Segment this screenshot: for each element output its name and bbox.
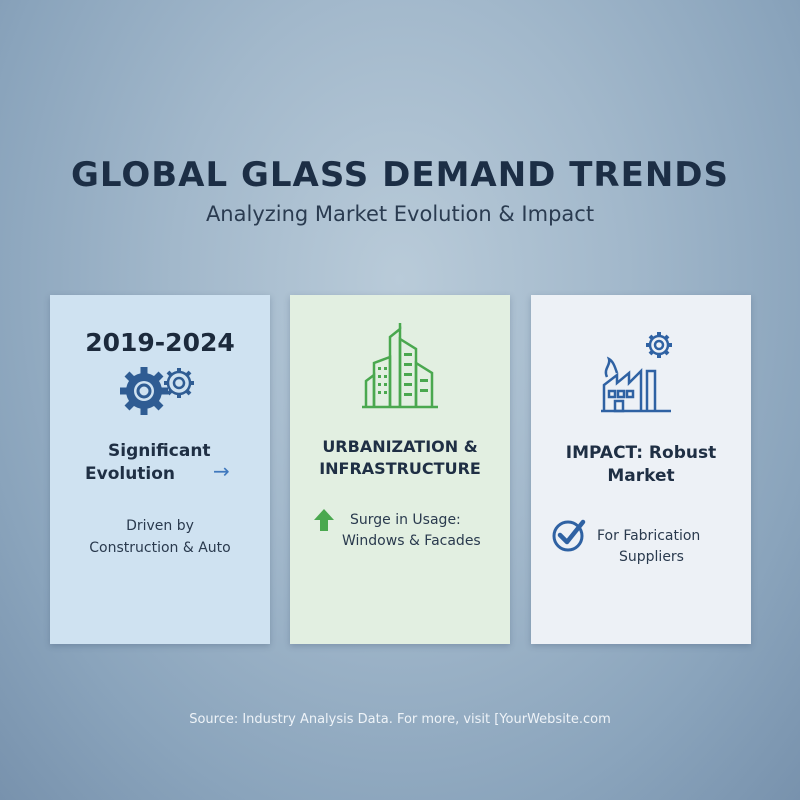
text-line1: Surge in Usage: [350, 512, 461, 528]
up-arrow-icon [314, 509, 334, 531]
factory-gear-icon [601, 332, 672, 413]
check-circle-icon [552, 519, 586, 552]
text-line1: Driven by [126, 518, 194, 534]
buildings-icon [362, 323, 438, 409]
heading-line1: URBANIZATION & [322, 437, 478, 456]
text-line2: Windows & Facades [342, 533, 481, 549]
page-subtitle: Analyzing Market Evolution & Impact [205, 202, 595, 226]
heading-line2: Market [607, 466, 675, 486]
source-footer: Source: Industry Analysis Data. For more… [189, 712, 611, 727]
card-urbanization: URBANIZATION & INFRASTRUCTURE Surge in U… [290, 295, 510, 644]
year-range: 2019-2024 [85, 328, 235, 357]
heading-line1: IMPACT: Robust [565, 443, 717, 463]
text-line2: Suppliers [619, 549, 684, 565]
heading-line2: INFRASTRUCTURE [319, 459, 481, 478]
card-impact: IMPACT: Robust Market For Fabrication Su… [531, 295, 751, 644]
text-line1: For Fabrication [597, 528, 701, 544]
text-line2: Construction & Auto [89, 540, 231, 556]
arrow-right-icon: → [213, 459, 230, 483]
gears-icon [120, 367, 194, 415]
heading-line2: Evolution [85, 464, 176, 484]
heading-line1: Significant [108, 441, 211, 461]
page-title: GLOBAL GLASS DEMAND TRENDS [70, 155, 730, 195]
card-evolution: 2019-2024 Significant Evolution → Driven… [50, 295, 270, 644]
